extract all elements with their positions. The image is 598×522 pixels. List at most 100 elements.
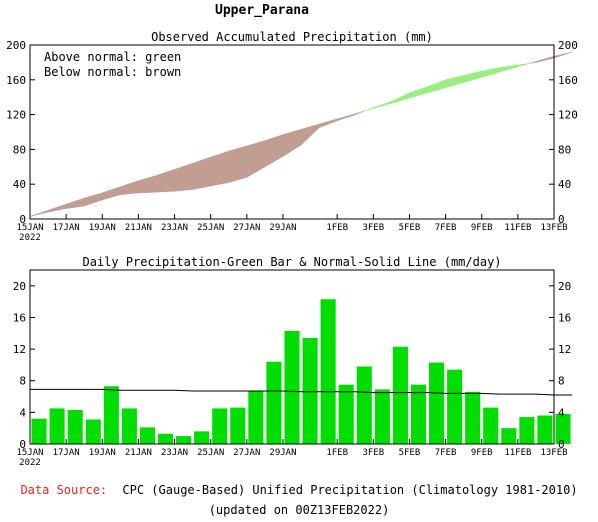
daily-xtick-label: 1FEB	[326, 448, 348, 458]
accumulated-chart-title: Observed Accumulated Precipitation (mm)	[151, 30, 433, 44]
below-normal-area	[246, 140, 266, 178]
above-normal-area	[391, 92, 410, 104]
acc-ytick-label-left: 40	[13, 178, 26, 191]
above-normal-area	[373, 101, 392, 109]
accumulated-plot-frame	[29, 44, 555, 220]
below-normal-area	[300, 123, 320, 146]
accumulated-axes: 0 0 40 40 80 80 120 120 160 160 200 200 15JAN 17JAN 19…	[6, 39, 578, 243]
daily-bar	[212, 408, 228, 444]
above-normal-area	[427, 79, 446, 94]
above-normal-area	[517, 62, 530, 68]
acc-ytick-label-right: 80	[558, 143, 571, 156]
daily-bars	[31, 299, 571, 444]
acc-xtick-label: 5FEB	[399, 223, 421, 233]
above-normal-area	[481, 67, 501, 78]
below-normal-area	[65, 197, 85, 209]
daily-bar	[338, 384, 354, 444]
below-normal-area	[318, 118, 338, 129]
daily-bar	[429, 362, 445, 444]
daily-xtick-label: 23JAN	[161, 448, 188, 458]
acc-ytick-label-right: 0	[558, 213, 565, 226]
daily-bar	[67, 409, 83, 444]
daily-bar	[483, 407, 499, 444]
daily-normal-line-group	[30, 388, 573, 396]
acc-year-label: 2022	[19, 233, 41, 243]
daily-bar	[284, 330, 300, 444]
daily-xtick-label: 17JAN	[53, 448, 80, 458]
data-source: Data Source: CPC (Gauge-Based) Unified P…	[20, 483, 577, 497]
acc-xtick-label: 19JAN	[89, 223, 116, 233]
below-normal-area	[120, 180, 139, 195]
daily-bar	[266, 361, 282, 444]
accumulated-areas	[29, 51, 573, 217]
below-normal-area	[29, 209, 49, 217]
daily-axes: 0 0 4 4 8 8 12 12 16 16 20 20 15JAN 17JAN 19JAN 21JAN 23…	[13, 280, 572, 468]
daily-bar	[501, 428, 517, 444]
acc-xtick-label: 27JAN	[233, 223, 260, 233]
acc-ytick-label-left: 80	[13, 143, 26, 156]
updated-text: (updated on 00Z13FEB2022)	[209, 503, 390, 517]
daily-bar	[194, 431, 210, 444]
daily-ytick-label-right: 16	[558, 311, 571, 324]
acc-xtick-label: 25JAN	[197, 223, 224, 233]
daily-plot-frame	[29, 269, 555, 445]
acc-xtick-label: 21JAN	[125, 223, 152, 233]
daily-ytick-label-left: 0	[19, 438, 26, 451]
page-title: Upper_Parana	[215, 3, 309, 18]
below-normal-area	[228, 145, 248, 183]
accumulated-chart: Observed Accumulated Precipitation (mm) …	[6, 30, 578, 243]
daily-ytick-label-left: 16	[13, 311, 26, 324]
acc-ytick-label-right: 160	[558, 74, 578, 87]
acc-ytick-label-right: 200	[558, 39, 578, 52]
daily-normal-line	[30, 388, 573, 396]
above-normal-area	[463, 70, 483, 83]
below-normal-area	[535, 55, 555, 63]
daily-bar	[248, 391, 264, 444]
below-normal-area	[529, 61, 537, 64]
below-normal-area	[101, 186, 121, 201]
annotation-below-normal: Below normal: brown	[44, 65, 181, 79]
daily-chart: Daily Precipitation-Green Bar & Normal-S…	[13, 255, 573, 468]
acc-ytick-label-left: 120	[6, 109, 26, 122]
above-normal-area	[409, 86, 428, 99]
daily-xtick-label: 11FEB	[504, 448, 531, 458]
daily-xtick-label: 15JAN	[16, 448, 43, 458]
below-normal-area	[83, 192, 103, 207]
daily-bar	[356, 366, 372, 444]
daily-bar	[447, 369, 463, 444]
acc-ytick-label-left: 200	[6, 39, 26, 52]
daily-xtick-label: 13FEB	[540, 448, 567, 458]
daily-bar	[465, 391, 481, 444]
above-normal-area	[445, 75, 464, 89]
daily-year-label: 2022	[19, 458, 41, 468]
daily-ytick-label-right: 8	[558, 375, 565, 388]
acc-xtick-label: 29JAN	[269, 223, 296, 233]
daily-ytick-label-left: 4	[19, 406, 26, 419]
acc-xtick-label: 11FEB	[504, 223, 531, 233]
daily-ytick-label-right: 0	[558, 438, 565, 451]
below-normal-area	[138, 175, 157, 194]
daily-xtick-label: 21JAN	[125, 448, 152, 458]
below-normal-area	[264, 134, 284, 168]
daily-bar	[176, 436, 192, 444]
daily-xtick-label: 27JAN	[233, 448, 260, 458]
daily-xtick-label: 9FEB	[471, 448, 493, 458]
acc-xtick-label: 23JAN	[161, 223, 188, 233]
acc-xtick-label: 17JAN	[53, 223, 80, 233]
above-normal-area	[499, 64, 519, 73]
daily-bar	[31, 418, 47, 444]
acc-xtick-label: 9FEB	[471, 223, 493, 233]
daily-bar	[374, 389, 390, 444]
daily-bar	[392, 346, 408, 444]
below-normal-area	[553, 51, 573, 59]
below-normal-area	[174, 162, 193, 192]
data-source-label: Data Source:	[20, 483, 107, 497]
daily-bar	[537, 415, 553, 444]
below-normal-area	[47, 203, 67, 213]
daily-bar	[410, 384, 427, 444]
acc-xtick-label: 15JAN	[16, 223, 43, 233]
daily-bar	[139, 427, 155, 444]
daily-bar	[230, 407, 246, 444]
daily-bar	[302, 338, 318, 444]
